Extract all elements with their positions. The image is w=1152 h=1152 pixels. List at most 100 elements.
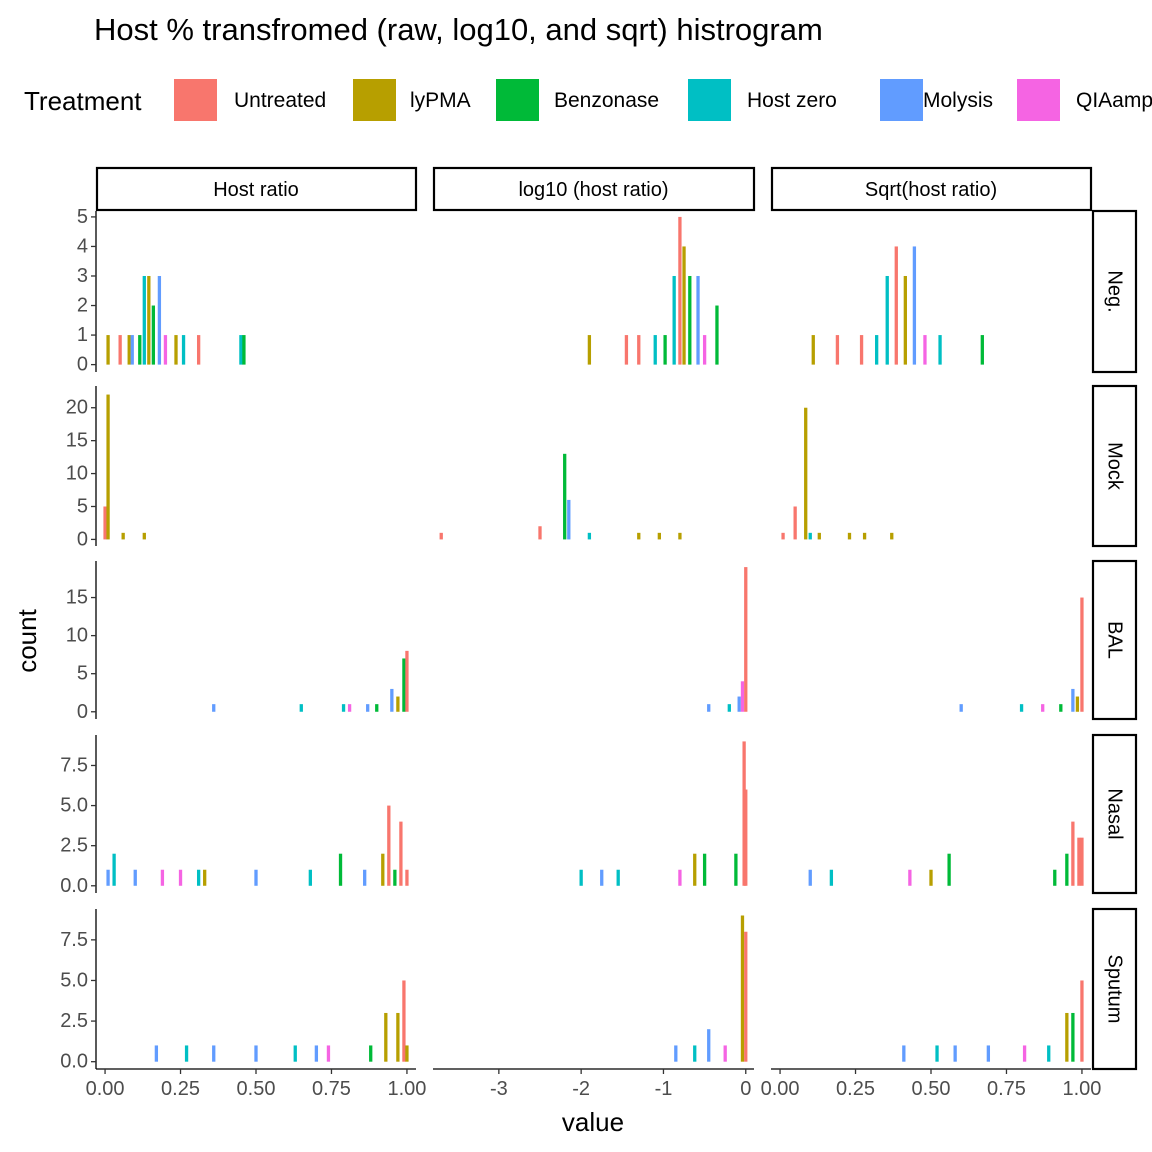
- histogram-bar: [196, 335, 201, 365]
- panel-bal-host-ratio: 0 5 10 15: [66, 561, 409, 723]
- histogram-bar: [674, 1045, 678, 1062]
- histogram-bar: [908, 869, 912, 886]
- histogram-bar: [986, 1045, 991, 1062]
- histogram-bar: [212, 1045, 216, 1062]
- histogram-bar: [707, 704, 711, 712]
- histogram-bar: [375, 704, 379, 712]
- histogram-bar: [875, 335, 879, 365]
- histogram-bar: [678, 532, 682, 540]
- histogram-bar: [862, 532, 867, 540]
- legend-label-molysis: Molysis: [923, 89, 993, 112]
- histogram-bar: [338, 853, 343, 886]
- panel-bal-log10-host-ratio: [707, 567, 748, 712]
- histogram-bar: [399, 821, 403, 886]
- legend-key-molysis: [880, 79, 923, 121]
- facet-strip-label: Nasal: [1104, 788, 1126, 839]
- histogram-bar: [1065, 853, 1069, 886]
- histogram-bar: [637, 335, 641, 365]
- y-tick-label: 5: [77, 206, 88, 228]
- histogram-bar: [912, 246, 917, 365]
- histogram-bar: [744, 789, 748, 886]
- panel-neg-sqrt-host-ratio: [811, 246, 984, 365]
- histogram-bar: [103, 506, 107, 540]
- facet-strips: Host ratio log10 (host ratio) Sqrt(host ra…: [95, 166, 1138, 1071]
- legend-key-untreated: [174, 79, 217, 121]
- histogram-bar: [1019, 704, 1024, 712]
- histogram-bar: [616, 869, 620, 886]
- x-tick-label: 0.25: [836, 1078, 875, 1100]
- y-tick-label: 20: [66, 397, 88, 419]
- x-tick-label: 0.75: [312, 1078, 351, 1100]
- facet-strip-label: Sqrt(host ratio): [865, 179, 997, 201]
- panel-neg-host-ratio: 0 1 2 3 4 5: [77, 206, 246, 376]
- histogram-bar: [254, 869, 258, 886]
- histogram-bar: [693, 853, 697, 886]
- histogram-bar: [387, 805, 391, 886]
- facet-strip-label: Mock: [1104, 442, 1126, 491]
- histogram-bar: [157, 275, 162, 365]
- histogram-bar: [142, 532, 146, 540]
- histogram-bar: [254, 1045, 258, 1062]
- facet-strip-label: Neg.: [1104, 270, 1126, 312]
- histogram-bar: [308, 869, 312, 886]
- histogram-bar: [744, 931, 748, 1062]
- histogram-bar: [980, 335, 984, 365]
- panel-sputum-host-ratio: 0.0 2.5 5.0 7.5 0.00 0.25 0.50 0.75 1.00: [60, 909, 426, 1100]
- x-tick-label: 0.00: [761, 1078, 800, 1100]
- histogram-bar: [744, 567, 748, 712]
- x-tick-label: 0.00: [86, 1078, 125, 1100]
- histogram-bar: [106, 335, 110, 365]
- histogram-bar: [859, 335, 864, 365]
- histogram-bar: [663, 335, 667, 365]
- histogram-bar: [106, 394, 110, 540]
- histogram-bar: [363, 869, 367, 886]
- histogram-bar: [929, 869, 933, 886]
- histogram-bar: [902, 1045, 906, 1062]
- y-tick-label: 5: [77, 495, 88, 517]
- legend-label-benzonase: Benzonase: [554, 89, 659, 112]
- histogram-bar: [381, 853, 385, 886]
- facet-strip-nasal: [1091, 733, 1138, 895]
- histogram-bar: [727, 704, 731, 712]
- legend-key-benzonase: [496, 79, 539, 121]
- histogram-bar: [715, 305, 719, 365]
- histogram-bar: [885, 275, 889, 365]
- histogram-bar: [127, 335, 131, 365]
- facet-strip-bal: [1091, 559, 1138, 721]
- legend-key-lypma: [353, 79, 396, 121]
- histogram-bar: [151, 305, 156, 365]
- panel-mock-log10-host-ratio: [439, 453, 682, 540]
- histogram-bar: [1075, 696, 1080, 712]
- histogram-bar: [959, 704, 963, 712]
- histogram-bar: [808, 869, 812, 886]
- y-tick-label: 7.5: [60, 754, 88, 776]
- histogram-bar: [1080, 980, 1084, 1062]
- panel-neg-log10-host-ratio: [587, 216, 719, 365]
- histogram-bar: [314, 1045, 319, 1062]
- y-tick-label: 5.0: [60, 795, 88, 817]
- histogram-bar: [1071, 1012, 1075, 1062]
- y-tick-label: 0: [77, 701, 88, 723]
- y-tick-label: 15: [66, 430, 88, 452]
- histogram-bar: [396, 1012, 400, 1062]
- facet-strip-log10-host-ratio: [432, 166, 756, 212]
- y-tick-label: 0.0: [60, 875, 88, 897]
- histogram-bar: [242, 335, 246, 365]
- histogram-bar: [1059, 704, 1063, 712]
- y-tick-label: 0: [77, 354, 88, 376]
- histogram-bar: [688, 275, 692, 365]
- histogram-bar: [402, 658, 406, 712]
- y-tick-label: 10: [66, 463, 88, 485]
- y-axis-label: count: [12, 608, 42, 672]
- histogram-bar: [393, 869, 397, 886]
- histogram-bar: [203, 869, 207, 886]
- histogram-bar: [678, 216, 682, 365]
- histogram-bar: [682, 246, 686, 365]
- histogram-bar: [781, 532, 785, 540]
- histogram-bar: [935, 1045, 939, 1062]
- legend-key-qiaamp: [1017, 79, 1060, 121]
- histogram-bar: [938, 335, 942, 365]
- facet-strip-label: log10 (host ratio): [518, 179, 668, 201]
- histogram-bar: [804, 407, 808, 540]
